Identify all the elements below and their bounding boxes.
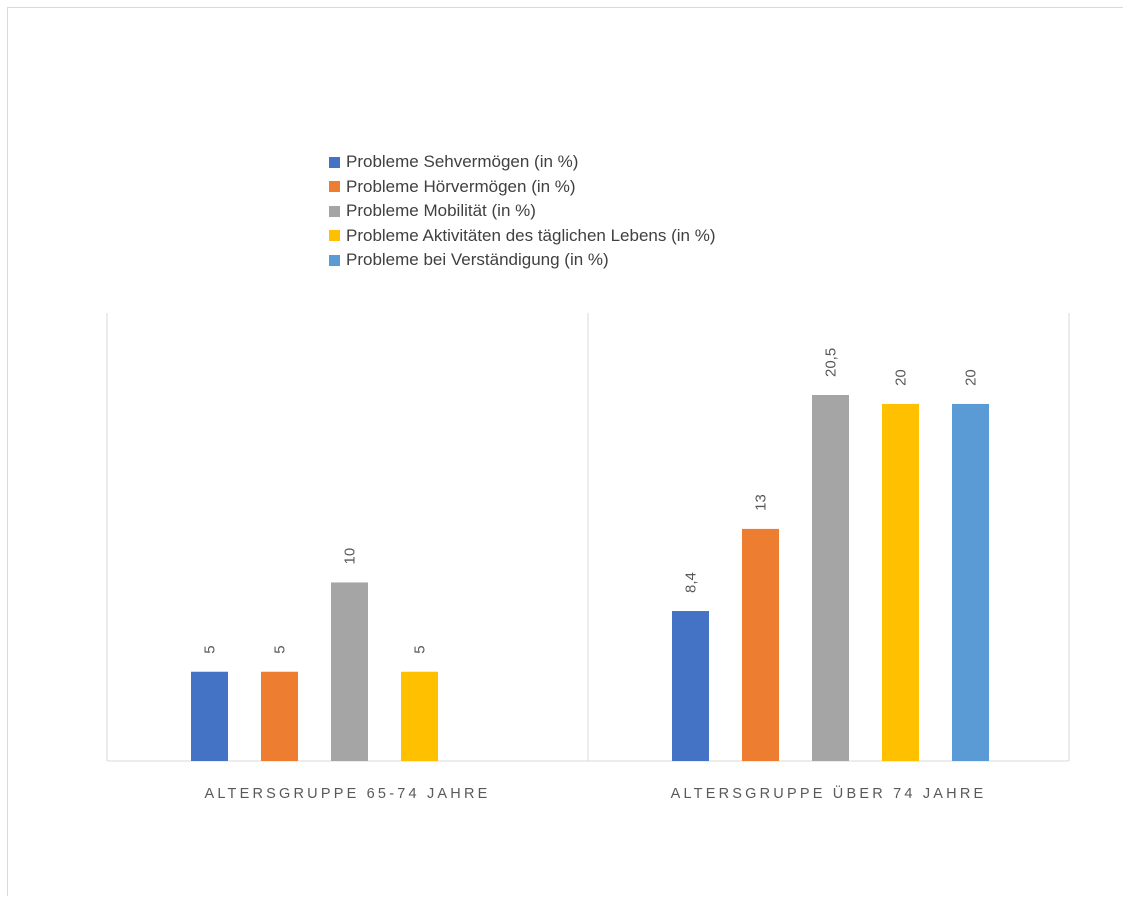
data-label: 20,5 xyxy=(823,348,840,377)
legend: Probleme Sehvermögen (in %) Probleme Hörv… xyxy=(329,150,715,273)
data-label: 8,4 xyxy=(683,572,700,593)
legend-item: Probleme bei Verständigung (in %) xyxy=(329,248,715,273)
data-label: 5 xyxy=(412,645,429,653)
data-label: 20 xyxy=(963,369,980,386)
legend-swatch xyxy=(329,181,340,193)
data-label: 20 xyxy=(893,369,910,386)
legend-item: Probleme Aktivitäten des täglichen Leben… xyxy=(329,224,715,249)
bar xyxy=(331,582,368,761)
bar xyxy=(882,403,919,761)
legend-swatch xyxy=(329,205,340,217)
legend-swatch xyxy=(329,230,340,242)
data-label: 10 xyxy=(342,548,359,565)
data-label: 5 xyxy=(202,645,219,653)
legend-label: Probleme Aktivitäten des täglichen Leben… xyxy=(346,225,716,245)
bar xyxy=(812,395,849,761)
legend-item: Probleme Mobilität (in %) xyxy=(329,199,715,224)
bar xyxy=(672,611,709,761)
legend-label: Probleme Mobilität (in %) xyxy=(346,201,536,221)
category-label: ALTERSGRUPPE 65-74 JAHRE xyxy=(204,786,490,802)
category-label: ALTERSGRUPPE ÜBER 74 JAHRE xyxy=(671,784,987,802)
legend-swatch xyxy=(329,156,340,168)
bar xyxy=(952,403,989,761)
legend-item: Probleme Sehvermögen (in %) xyxy=(329,150,715,175)
legend-label: Probleme Sehvermögen (in %) xyxy=(346,152,579,172)
legend-swatch xyxy=(329,254,340,266)
data-label: 5 xyxy=(272,645,289,653)
bar xyxy=(401,671,438,761)
bar xyxy=(261,671,298,761)
legend-label: Probleme Hörvermögen (in %) xyxy=(346,176,576,196)
legend-item: Probleme Hörvermögen (in %) xyxy=(329,175,715,200)
data-label: 13 xyxy=(753,494,770,511)
chart-frame xyxy=(7,7,1123,896)
bar xyxy=(191,671,228,761)
legend-label: Probleme bei Verständigung (in %) xyxy=(346,250,609,270)
bar xyxy=(742,528,779,761)
